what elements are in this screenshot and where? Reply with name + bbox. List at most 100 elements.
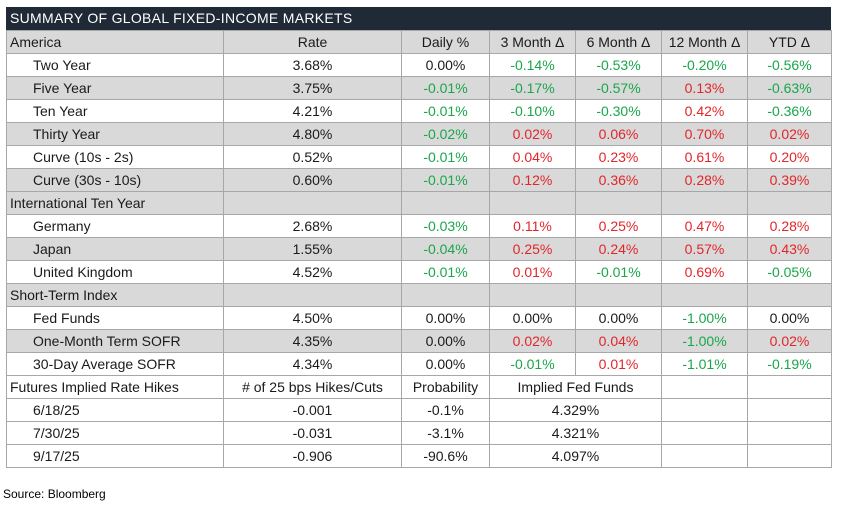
m6-cell: -0.53% <box>575 53 662 77</box>
table-row: 30-Day Average SOFR 4.34% 0.00% -0.01% 0.01%… <box>6 352 832 376</box>
m6-cell: 0.04% <box>575 329 662 353</box>
daily-cell: 0.00% <box>401 53 490 77</box>
row-label: Fed Funds <box>6 306 224 330</box>
row-label: United Kingdom <box>6 260 224 284</box>
empty-cell <box>489 191 576 215</box>
daily-cell: -0.02% <box>401 122 490 146</box>
empty-cell <box>489 283 576 307</box>
empty-cell <box>747 398 832 422</box>
m12-cell: -1.00% <box>661 329 748 353</box>
empty-cell <box>661 398 748 422</box>
ytd-cell: 0.39% <box>747 168 832 192</box>
header-6-month: 6 Month Δ <box>575 30 662 54</box>
table-row: Ten Year 4.21% -0.01% -0.10% -0.30% 0.42% -0.3… <box>6 99 832 123</box>
m12-cell: 0.69% <box>661 260 748 284</box>
table-row: One-Month Term SOFR 4.35% 0.00% 0.02% 0.04% -… <box>6 329 832 353</box>
daily-cell: -0.01% <box>401 260 490 284</box>
ytd-cell: 0.02% <box>747 329 832 353</box>
m12-cell: 0.57% <box>661 237 748 261</box>
rate-cell: 0.52% <box>223 145 402 169</box>
table-row: Curve (30s - 10s) 0.60% -0.01% 0.12% 0.36% 0.… <box>6 168 832 192</box>
empty-cell <box>747 191 832 215</box>
rate-cell: 0.60% <box>223 168 402 192</box>
header-12-month: 12 Month Δ <box>661 30 748 54</box>
row-label: Curve (30s - 10s) <box>6 168 224 192</box>
futures-hikes: -0.001 <box>223 398 402 422</box>
m3-cell: -0.01% <box>489 352 576 376</box>
section-international-label: International Ten Year <box>6 191 224 215</box>
fixed-income-table-panel: SUMMARY OF GLOBAL FIXED-INCOME MARKETS A… <box>6 7 832 468</box>
empty-cell <box>661 375 748 399</box>
section-short-term: Short-Term Index <box>6 283 832 307</box>
table-row: Curve (10s - 2s) 0.52% -0.01% 0.04% 0.23% 0.6… <box>6 145 832 169</box>
futures-probability: -90.6% <box>401 444 490 468</box>
table-title: SUMMARY OF GLOBAL FIXED-INCOME MARKETS <box>6 7 831 30</box>
rate-cell: 4.50% <box>223 306 402 330</box>
m6-cell: 0.06% <box>575 122 662 146</box>
empty-cell <box>575 191 662 215</box>
futures-header-hikes: # of 25 bps Hikes/Cuts <box>223 375 402 399</box>
futures-row: 7/30/25 -0.031 -3.1% 4.321% <box>6 421 832 445</box>
table-row: Germany 2.68% -0.03% 0.11% 0.25% 0.47% 0.28% <box>6 214 832 238</box>
row-label: 30-Day Average SOFR <box>6 352 224 376</box>
daily-cell: -0.01% <box>401 99 490 123</box>
ytd-cell: -0.63% <box>747 76 832 100</box>
m6-cell: 0.01% <box>575 352 662 376</box>
row-label: Ten Year <box>6 99 224 123</box>
m6-cell: 0.00% <box>575 306 662 330</box>
daily-cell: 0.00% <box>401 306 490 330</box>
table-row: Thirty Year 4.80% -0.02% 0.02% 0.06% 0.70% 0.0… <box>6 122 832 146</box>
futures-hikes: -0.031 <box>223 421 402 445</box>
futures-date: 9/17/25 <box>6 444 224 468</box>
rate-cell: 3.75% <box>223 76 402 100</box>
header-rate: Rate <box>223 30 402 54</box>
table-row: Japan 1.55% -0.04% 0.25% 0.24% 0.57% 0.43% <box>6 237 832 261</box>
futures-row: 6/18/25 -0.001 -0.1% 4.329% <box>6 398 832 422</box>
header-america: America <box>6 30 224 54</box>
futures-probability: -0.1% <box>401 398 490 422</box>
futures-row: 9/17/25 -0.906 -90.6% 4.097% <box>6 444 832 468</box>
daily-cell: 0.00% <box>401 329 490 353</box>
m3-cell: 0.00% <box>489 306 576 330</box>
daily-cell: -0.03% <box>401 214 490 238</box>
ytd-cell: 0.28% <box>747 214 832 238</box>
header-ytd: YTD Δ <box>747 30 832 54</box>
row-label: Thirty Year <box>6 122 224 146</box>
ytd-cell: -0.56% <box>747 53 832 77</box>
empty-cell <box>747 283 832 307</box>
row-label: Japan <box>6 237 224 261</box>
futures-implied: 4.097% <box>489 444 662 468</box>
m12-cell: 0.28% <box>661 168 748 192</box>
m6-cell: 0.36% <box>575 168 662 192</box>
row-label: Five Year <box>6 76 224 100</box>
header-daily: Daily % <box>401 30 490 54</box>
table-row: Fed Funds 4.50% 0.00% 0.00% 0.00% -1.00% 0.00% <box>6 306 832 330</box>
row-label: One-Month Term SOFR <box>6 329 224 353</box>
m6-cell: -0.30% <box>575 99 662 123</box>
m12-cell: 0.42% <box>661 99 748 123</box>
table-row: Five Year 3.75% -0.01% -0.17% -0.57% 0.13% -0.… <box>6 76 832 100</box>
rate-cell: 4.34% <box>223 352 402 376</box>
empty-cell <box>401 191 490 215</box>
ytd-cell: -0.19% <box>747 352 832 376</box>
daily-cell: -0.04% <box>401 237 490 261</box>
futures-header-label: Futures Implied Rate Hikes <box>6 375 224 399</box>
rate-cell: 3.68% <box>223 53 402 77</box>
ytd-cell: 0.20% <box>747 145 832 169</box>
empty-cell <box>223 283 402 307</box>
m3-cell: 0.02% <box>489 122 576 146</box>
futures-header-probability: Probability <box>401 375 490 399</box>
m3-cell: 0.25% <box>489 237 576 261</box>
futures-implied: 4.329% <box>489 398 662 422</box>
empty-cell <box>223 191 402 215</box>
m12-cell: -1.00% <box>661 306 748 330</box>
m6-cell: 0.24% <box>575 237 662 261</box>
m6-cell: 0.25% <box>575 214 662 238</box>
row-label: Two Year <box>6 53 224 77</box>
m3-cell: 0.04% <box>489 145 576 169</box>
daily-cell: -0.01% <box>401 168 490 192</box>
source-note: Source: Bloomberg <box>3 487 106 501</box>
daily-cell: -0.01% <box>401 145 490 169</box>
futures-date: 7/30/25 <box>6 421 224 445</box>
